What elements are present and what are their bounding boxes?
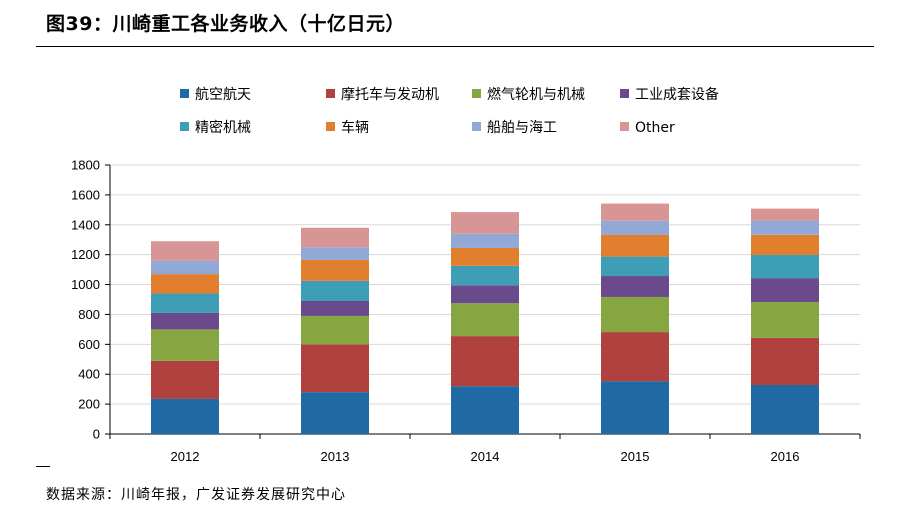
legend-label: 燃气轮机与机械 bbox=[487, 86, 585, 103]
x-tick-label: 2012 bbox=[171, 449, 200, 464]
bar-segment-2014-0 bbox=[451, 386, 519, 434]
x-tick-label: 2013 bbox=[321, 449, 350, 464]
bar-segment-2015-6 bbox=[601, 220, 669, 235]
bar-segment-2014-6 bbox=[451, 233, 519, 248]
y-tick-label: 1600 bbox=[71, 187, 100, 202]
legend-label: 航空航天 bbox=[195, 87, 251, 103]
bar-segment-2015-2 bbox=[601, 296, 669, 333]
bar-segment-2015-0 bbox=[601, 381, 669, 434]
legend-swatch bbox=[472, 89, 481, 98]
bar-segment-2012-0 bbox=[151, 398, 219, 434]
legend-swatch bbox=[326, 89, 335, 98]
bar-segment-2013-0 bbox=[301, 392, 369, 434]
legend-label: 车辆 bbox=[341, 119, 369, 136]
bar-segment-2012-6 bbox=[151, 260, 219, 275]
bar-segment-2013-5 bbox=[301, 259, 369, 281]
bar-segment-2013-1 bbox=[301, 344, 369, 393]
bar-segment-2014-5 bbox=[451, 247, 519, 266]
bar-segment-2013-4 bbox=[301, 280, 369, 301]
bar-segment-2013-2 bbox=[301, 315, 369, 345]
bar-segment-2016-0 bbox=[751, 384, 819, 434]
legend-label: 摩托车与发动机 bbox=[341, 86, 439, 103]
y-tick-label: 800 bbox=[78, 307, 100, 322]
bar-segment-2013-6 bbox=[301, 247, 369, 260]
bar-segment-2014-1 bbox=[451, 336, 519, 387]
legend-label: Other bbox=[635, 120, 675, 136]
y-tick-label: 200 bbox=[78, 397, 100, 412]
x-tick-label: 2014 bbox=[471, 449, 500, 464]
bar-segment-2016-2 bbox=[751, 302, 819, 338]
bar-segment-2012-2 bbox=[151, 329, 219, 361]
y-tick-label: 1400 bbox=[71, 217, 100, 232]
x-tick-label: 2016 bbox=[771, 449, 800, 464]
legend-label: 工业成套设备 bbox=[635, 86, 719, 103]
legend-label: 精密机械 bbox=[195, 119, 251, 136]
legend-swatch bbox=[180, 89, 189, 98]
bar-segment-2015-7 bbox=[601, 203, 669, 221]
y-tick-label: 1200 bbox=[71, 247, 100, 262]
bar-segment-2016-1 bbox=[751, 337, 819, 385]
legend-swatch bbox=[472, 122, 481, 131]
y-tick-label: 600 bbox=[78, 337, 100, 352]
bar-segment-2016-5 bbox=[751, 234, 819, 255]
legend-label: 船舶与海工 bbox=[487, 120, 557, 136]
bar-segment-2012-5 bbox=[151, 274, 219, 294]
bar-segment-2013-3 bbox=[301, 300, 369, 316]
legend-swatch bbox=[326, 122, 335, 131]
bar-segment-2014-3 bbox=[451, 285, 519, 304]
x-tick-label: 2015 bbox=[621, 449, 650, 464]
bar-segment-2012-1 bbox=[151, 360, 219, 399]
bar-segment-2014-2 bbox=[451, 303, 519, 337]
y-tick-label: 1000 bbox=[71, 277, 100, 292]
figure-title: 图39：川崎重工各业务收入（十亿日元） bbox=[46, 13, 405, 35]
bar-segment-2015-4 bbox=[601, 256, 669, 277]
bar-segment-2013-7 bbox=[301, 227, 369, 248]
legend-swatch bbox=[620, 89, 629, 98]
bar-segment-2015-5 bbox=[601, 234, 669, 257]
bar-segment-2016-4 bbox=[751, 254, 819, 279]
y-tick-label: 400 bbox=[78, 367, 100, 382]
bar-segment-2015-1 bbox=[601, 332, 669, 382]
top-rule bbox=[36, 46, 874, 47]
bar-segment-2014-4 bbox=[451, 265, 519, 286]
bar-segment-2012-4 bbox=[151, 293, 219, 313]
bar-segment-2012-3 bbox=[151, 312, 219, 330]
legend-swatch bbox=[620, 122, 629, 131]
source-note: 数据来源：川崎年报，广发证券发展研究中心 bbox=[46, 487, 346, 503]
bar-segment-2012-7 bbox=[151, 241, 219, 261]
bar-segment-2014-7 bbox=[451, 212, 519, 234]
bar-segment-2016-3 bbox=[751, 278, 819, 303]
y-tick-label: 1800 bbox=[71, 158, 100, 173]
bar-segment-2016-7 bbox=[751, 208, 819, 221]
bar-segment-2015-3 bbox=[601, 276, 669, 297]
bar-segment-2016-6 bbox=[751, 220, 819, 235]
bottom-rule bbox=[36, 466, 50, 467]
y-tick-label: 0 bbox=[93, 427, 100, 442]
legend-swatch bbox=[180, 122, 189, 131]
